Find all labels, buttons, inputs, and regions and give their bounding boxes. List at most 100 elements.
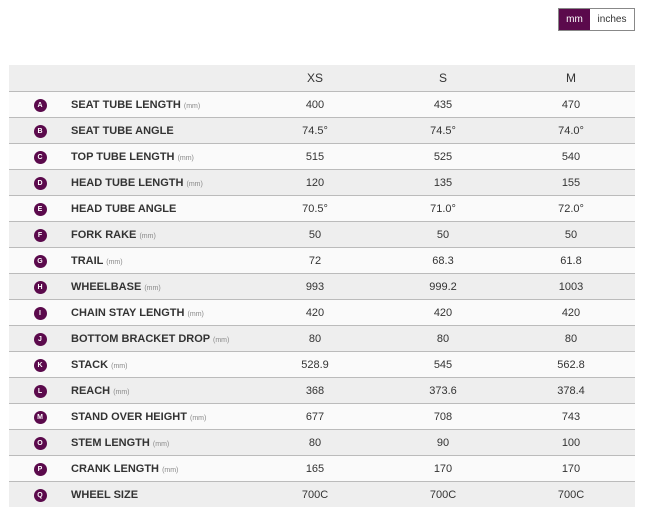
- letter-badge: M: [33, 410, 47, 424]
- unit-label: (mm): [162, 466, 179, 474]
- unit-label: (mm): [111, 362, 128, 370]
- value-cell: 470: [507, 91, 635, 118]
- letter-badge: P: [33, 462, 47, 476]
- value-cell: 74.0°: [507, 117, 635, 144]
- table-row: K STACK (mm) 528.9 545 562.8: [9, 351, 635, 378]
- letter-badge: I: [33, 306, 47, 320]
- measurement-label: TRAIL: [71, 254, 104, 267]
- value-cell: 155: [507, 169, 635, 196]
- unit-label: (mm): [213, 336, 230, 344]
- measurement-label: STEM LENGTH: [71, 436, 150, 449]
- value-cell: 528.9: [251, 351, 379, 378]
- value-cell: 50: [379, 221, 507, 248]
- letter-badge: Q: [33, 488, 47, 502]
- value-cell: 72.0°: [507, 195, 635, 222]
- table-row: C TOP TUBE LENGTH (mm) 515 525 540: [9, 143, 635, 170]
- unit-label: (mm): [186, 180, 203, 188]
- measurement-label: BOTTOM BRACKET DROP: [71, 332, 210, 345]
- value-cell: 68.3: [379, 247, 507, 274]
- value-cell: 708: [379, 403, 507, 430]
- table-row: L REACH (mm) 368 373.6 378.4: [9, 377, 635, 404]
- unit-label: (mm): [113, 388, 130, 396]
- size-header-xs: XS: [251, 65, 379, 92]
- measurement-label: STAND OVER HEIGHT: [71, 410, 187, 423]
- measurement-label: TOP TUBE LENGTH: [71, 150, 175, 163]
- table-row: P CRANK LENGTH (mm) 165 170 170: [9, 455, 635, 482]
- measurement-label: SEAT TUBE ANGLE: [71, 124, 174, 137]
- value-cell: 999.2: [379, 273, 507, 300]
- letter-badge: G: [33, 254, 47, 268]
- value-cell: 700C: [379, 481, 507, 507]
- unit-label: (mm): [152, 440, 170, 448]
- table-header: XS S M: [9, 65, 635, 92]
- measurement-label: STACK: [71, 358, 109, 371]
- value-cell: 700C: [251, 481, 379, 507]
- value-cell: 373.6: [379, 377, 507, 404]
- value-cell: 515: [251, 143, 379, 170]
- value-cell: 50: [251, 221, 379, 248]
- value-cell: 74.5°: [251, 117, 379, 144]
- value-cell: 50: [507, 221, 635, 248]
- letter-badge: B: [33, 124, 47, 138]
- measurement-label: FORK RAKE: [71, 228, 137, 241]
- value-cell: 74.5°: [379, 117, 507, 144]
- measurement-label: REACH: [71, 384, 111, 397]
- value-cell: 420: [251, 299, 379, 326]
- measurement-label: HEAD TUBE ANGLE: [71, 202, 177, 215]
- value-cell: 677: [251, 403, 379, 430]
- table-row: Q WHEEL SIZE 700C 700C 700C: [9, 481, 635, 507]
- size-header-s: S: [379, 65, 507, 92]
- value-cell: 545: [379, 351, 507, 378]
- letter-badge: H: [33, 280, 47, 294]
- table-row: M STAND OVER HEIGHT (mm) 677 708 743: [9, 403, 635, 430]
- value-cell: 170: [507, 455, 635, 482]
- unit-label: (mm): [187, 310, 204, 318]
- letter-badge: D: [33, 176, 47, 190]
- value-cell: 400: [251, 91, 379, 118]
- value-cell: 170: [379, 455, 507, 482]
- measurement-label: WHEEL SIZE: [71, 488, 139, 501]
- table-row: E HEAD TUBE ANGLE 70.5° 71.0° 72.0°: [9, 195, 635, 222]
- letter-badge: J: [33, 332, 47, 346]
- unit-toggle: mm inches: [558, 8, 635, 31]
- unit-label: (mm): [183, 102, 201, 110]
- value-cell: 700C: [507, 481, 635, 507]
- table-row: D HEAD TUBE LENGTH (mm) 120 135 155: [9, 169, 635, 196]
- value-cell: 368: [251, 377, 379, 404]
- table-row: J BOTTOM BRACKET DROP (mm) 80 80 80: [9, 325, 635, 352]
- value-cell: 72: [251, 247, 379, 274]
- unit-label: (mm): [144, 284, 161, 292]
- value-cell: 540: [507, 143, 635, 170]
- value-cell: 70.5°: [251, 195, 379, 222]
- mm-button[interactable]: mm: [559, 9, 590, 30]
- unit-label: (mm): [139, 232, 156, 240]
- unit-label: (mm): [106, 258, 123, 266]
- value-cell: 80: [379, 325, 507, 352]
- unit-label: (mm): [177, 154, 194, 162]
- table-row: B SEAT TUBE ANGLE 74.5° 74.5° 74.0°: [9, 117, 635, 144]
- letter-badge: O: [33, 436, 47, 450]
- unit-label: (mm): [189, 414, 207, 422]
- letter-badge: F: [33, 228, 47, 242]
- value-cell: 165: [251, 455, 379, 482]
- table-row: A SEAT TUBE LENGTH (mm) 400 435 470: [9, 91, 635, 118]
- value-cell: 80: [507, 325, 635, 352]
- table-row: O STEM LENGTH (mm) 80 90 100: [9, 429, 635, 456]
- inches-button[interactable]: inches: [590, 9, 634, 30]
- letter-badge: L: [33, 384, 47, 398]
- value-cell: 100: [507, 429, 635, 456]
- value-cell: 420: [507, 299, 635, 326]
- value-cell: 435: [379, 91, 507, 118]
- measurement-label: SEAT TUBE LENGTH: [71, 98, 181, 111]
- letter-badge: E: [33, 202, 47, 216]
- value-cell: 71.0°: [379, 195, 507, 222]
- value-cell: 993: [251, 273, 379, 300]
- value-cell: 378.4: [507, 377, 635, 404]
- value-cell: 120: [251, 169, 379, 196]
- table-row: I CHAIN STAY LENGTH (mm) 420 420 420: [9, 299, 635, 326]
- value-cell: 80: [251, 429, 379, 456]
- letter-badge: A: [33, 98, 47, 112]
- value-cell: 562.8: [507, 351, 635, 378]
- letter-badge: C: [33, 150, 47, 164]
- table-row: F FORK RAKE (mm) 50 50 50: [9, 221, 635, 248]
